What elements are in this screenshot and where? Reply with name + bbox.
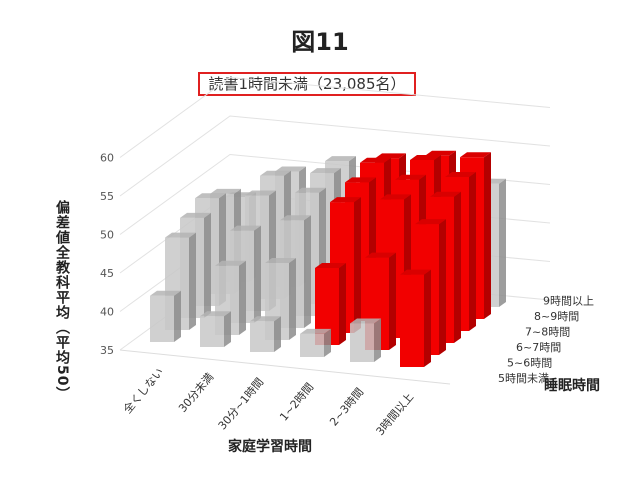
depth-category-label: 9時間以上 [543,295,594,308]
bar-top [360,157,391,163]
bar-top [410,155,441,160]
bar-top [200,311,231,317]
bar-side [424,269,431,367]
bar-top [460,152,491,158]
bar-top [310,168,341,174]
bar-side [189,232,196,330]
bar-side [374,318,381,362]
bar-top [195,193,226,199]
bar-front [200,316,224,347]
bar-top [445,172,476,177]
bar-top [250,316,281,322]
bar-top [325,156,356,162]
gridline [119,76,551,158]
depth-category-label: 5時間未満 [498,372,549,385]
bar-top [280,215,311,221]
y-tick-label: 55 [100,190,114,203]
bar-side [469,172,476,331]
y-tick-label: 35 [100,344,114,357]
x-category-label: 3時間以上 [374,391,417,438]
bar-front [350,323,374,362]
bar-side [499,178,506,307]
bar-top [150,290,181,296]
x-category-label: 2~3時間 [327,386,366,429]
y-tick-label: 60 [100,152,114,165]
y-tick-label: 40 [100,306,114,319]
depth-category-label: 7~8時間 [525,326,570,339]
bar-top [375,153,406,159]
bar-top [245,190,276,196]
bar-side [224,311,231,347]
bar-top [350,318,381,324]
bar-top [380,194,411,200]
bar-top [260,170,291,176]
bar-front [400,274,424,367]
bar-top [430,191,461,197]
y-tick-label: 45 [100,267,114,280]
bar-top [295,187,326,193]
depth-category-label: 6~7時間 [516,341,561,354]
bar-top [210,188,241,194]
y-axis-title: 偏差値全教科平均（平均50） [54,199,71,401]
bar-top [415,219,446,225]
bar-top [265,258,296,263]
x-category-label: 全くしない [120,365,166,416]
bar-top [365,252,396,258]
bar-top [395,174,426,180]
y-tick-label: 50 [100,229,114,242]
bar-top [215,260,246,266]
x-category-label: 30分~1時間 [216,376,267,433]
bar-top [300,328,331,334]
figure-title: 図11 [291,28,349,56]
depth-axis-title: 睡眠時間 [544,377,600,394]
bar-side [454,191,461,343]
gridline [119,115,551,197]
bar-front [315,268,339,345]
bar-side [324,328,331,357]
x-category-label: 1~2時間 [277,381,316,424]
depth-category-label: 5~6時間 [507,357,552,370]
bar-side [439,219,446,355]
x-category-label: 30分未満 [176,371,216,415]
x-axis-line [119,349,451,385]
bar-side [484,152,491,319]
chart-title: 読書1時間未満（23,085名） [198,72,416,96]
bar-front [300,333,324,357]
bar-top [275,166,306,172]
bar-side [304,215,311,328]
bar-top [425,150,456,156]
depth-category-label: 8~9時間 [534,310,579,323]
bar-side [289,258,296,340]
bar-side [339,263,346,345]
bar-side [274,316,281,352]
bar-side [254,225,261,323]
bar-side [354,197,361,333]
bar-front [150,295,174,342]
bar-top [180,212,211,218]
bar-top [230,225,261,231]
bar-top [345,177,376,183]
x-axis-title: 家庭学習時間 [228,438,312,455]
bar-side [389,252,396,350]
bar-top [165,232,196,238]
bar-side [239,260,246,335]
bar-top [315,263,346,268]
bar-top [400,269,431,275]
bar-side [204,212,211,318]
bar-front [250,321,274,352]
bar-side [174,290,181,342]
bar-top [330,197,361,203]
